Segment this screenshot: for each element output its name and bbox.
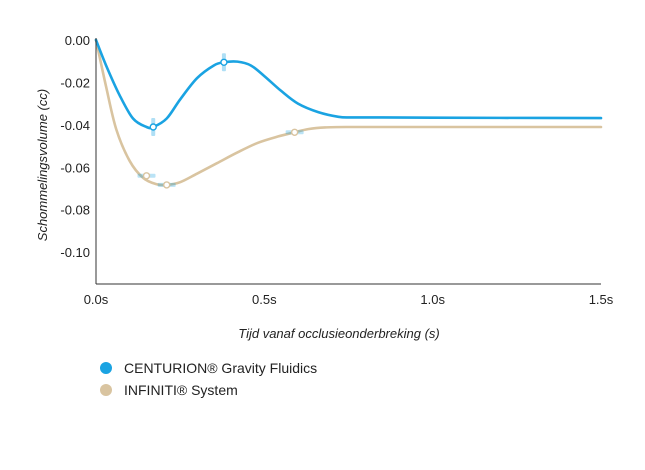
legend-item-centurion: CENTURION® Gravity Fluidics	[100, 357, 317, 379]
legend-swatch-infiniti	[100, 384, 112, 396]
y-tick-label: -0.04	[60, 118, 90, 133]
x-axis-title: Tijd vanaf occlusieonderbreking (s)	[238, 326, 439, 341]
y-axis-title: Schommelingsvolume (cc)	[35, 89, 50, 241]
data-marker-infiniti	[137, 172, 156, 180]
y-tick-labels: 0.00 -0.02 -0.04 -0.06 -0.08 -0.10	[60, 33, 90, 260]
y-tick-label: 0.00	[65, 33, 90, 48]
legend-label-infiniti: INFINITI® System	[124, 382, 238, 398]
data-marker-centurion	[220, 53, 228, 72]
legend-swatch-centurion	[100, 362, 112, 374]
markers	[137, 53, 304, 189]
y-tick-label: -0.06	[60, 160, 90, 175]
x-tick-label: 0.5s	[252, 292, 277, 307]
legend-label-centurion: CENTURION® Gravity Fluidics	[124, 360, 318, 376]
x-tick-labels: 0.0s 0.5s 1.0s 1.5s	[84, 292, 614, 307]
data-marker-centurion	[149, 117, 157, 136]
legend-item-infiniti: INFINITI® System	[100, 379, 317, 401]
legend: CENTURION® Gravity Fluidics INFINITI® Sy…	[100, 357, 317, 401]
x-tick-label: 0.0s	[84, 292, 109, 307]
x-tick-label: 1.0s	[420, 292, 445, 307]
y-tick-label: -0.08	[60, 203, 90, 218]
data-marker-infiniti	[157, 181, 176, 189]
x-tick-label: 1.5s	[589, 292, 614, 307]
plot-lines	[94, 38, 603, 187]
y-tick-label: -0.02	[60, 75, 90, 90]
y-tick-label: -0.10	[60, 245, 90, 260]
series-line-infiniti	[94, 38, 603, 187]
series-line-centurion	[94, 38, 603, 130]
data-marker-infiniti	[285, 128, 304, 136]
